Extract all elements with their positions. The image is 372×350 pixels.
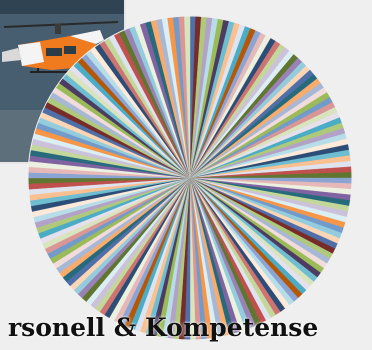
- pie-outline: [27, 15, 353, 341]
- caption-text: rsonell & Kompetense: [8, 313, 319, 342]
